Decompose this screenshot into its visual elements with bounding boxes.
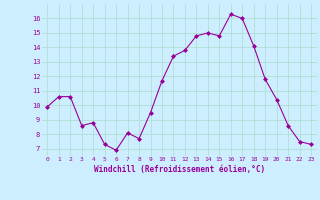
X-axis label: Windchill (Refroidissement éolien,°C): Windchill (Refroidissement éolien,°C) — [94, 165, 265, 174]
